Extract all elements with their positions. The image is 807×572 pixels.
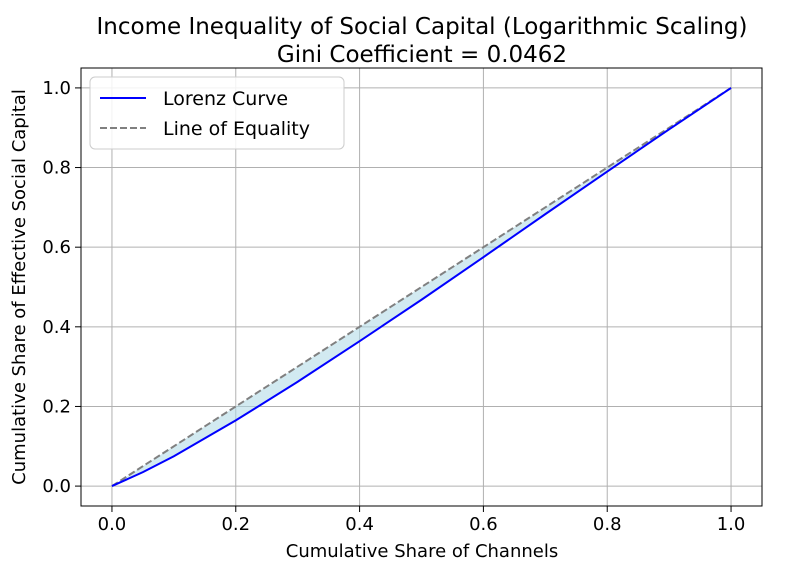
legend-box: [89, 76, 345, 150]
line-of-equality: [111, 87, 732, 487]
y-tick-label: 0.4: [42, 317, 71, 338]
x-tick-label: 0.2: [221, 514, 250, 535]
y-tick-label: 1.0: [42, 78, 71, 99]
x-tick-label: 0.6: [469, 514, 498, 535]
y-axis-ticks: 0.0 0.2 0.4 0.6 0.8 1.0: [42, 78, 81, 497]
x-tick-label: 0.8: [593, 514, 622, 535]
x-tick-label: 0.0: [98, 514, 127, 535]
y-tick-label: 0.6: [42, 237, 71, 258]
y-tick-label: 0.8: [42, 158, 71, 179]
legend-equality-label: Line of Equality: [163, 118, 310, 140]
x-tick-label: 1.0: [717, 514, 746, 535]
y-tick-label: 0.0: [42, 476, 71, 497]
lorenz-curve-line: [111, 87, 732, 488]
chart-title: Income Inequality of Social Capital (Log…: [97, 14, 748, 40]
chart-subtitle: Gini Coefficient = 0.0462: [277, 42, 567, 68]
plot-frame: [80, 67, 763, 507]
legend: Lorenz Curve Line of Equality: [89, 76, 345, 150]
y-axis-label: Cumulative Share of Effective Social Cap…: [9, 89, 30, 485]
legend-lorenz-label: Lorenz Curve: [163, 88, 288, 110]
x-tick-label: 0.4: [345, 514, 374, 535]
y-tick-label: 0.2: [42, 396, 71, 417]
x-axis-label: Cumulative Share of Channels: [286, 541, 558, 562]
x-axis-ticks: 0.0 0.2 0.4 0.6 0.8 1.0: [98, 506, 746, 535]
